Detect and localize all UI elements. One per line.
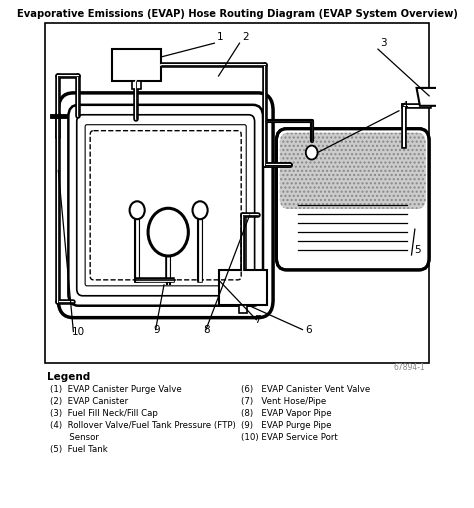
Text: (8)   EVAP Vapor Pipe: (8) EVAP Vapor Pipe <box>241 409 332 418</box>
Circle shape <box>306 146 318 160</box>
Circle shape <box>148 208 188 256</box>
Text: 6: 6 <box>305 325 311 335</box>
Bar <box>239 305 247 313</box>
Text: 5: 5 <box>414 245 420 255</box>
Text: (10) EVAP Service Port: (10) EVAP Service Port <box>241 433 338 442</box>
Circle shape <box>192 201 208 219</box>
Polygon shape <box>417 88 444 106</box>
Text: 2: 2 <box>242 32 249 42</box>
Text: (9)   EVAP Purge Pipe: (9) EVAP Purge Pipe <box>241 421 332 430</box>
Text: (4)  Rollover Valve/Fuel Tank Pressure (FTP): (4) Rollover Valve/Fuel Tank Pressure (F… <box>50 421 236 430</box>
Text: (5)  Fuel Tank: (5) Fuel Tank <box>50 445 108 454</box>
Bar <box>219 270 267 305</box>
Text: Evaporative Emissions (EVAP) Hose Routing Diagram (EVAP System Overview): Evaporative Emissions (EVAP) Hose Routin… <box>17 9 457 19</box>
Text: (6)   EVAP Canister Vent Valve: (6) EVAP Canister Vent Valve <box>241 385 371 394</box>
Text: (3)  Fuel Fill Neck/Fill Cap: (3) Fuel Fill Neck/Fill Cap <box>50 409 158 418</box>
Text: 10: 10 <box>72 327 85 337</box>
Text: 8: 8 <box>203 325 210 335</box>
Text: 1: 1 <box>217 32 223 42</box>
Text: (1)  EVAP Canister Purge Valve: (1) EVAP Canister Purge Valve <box>50 385 182 394</box>
Text: 4: 4 <box>401 101 408 111</box>
Text: 9: 9 <box>153 325 160 335</box>
Text: 3: 3 <box>381 38 387 48</box>
Text: Sensor: Sensor <box>50 433 99 442</box>
Text: 7: 7 <box>254 314 260 325</box>
Text: Legend: Legend <box>46 372 90 383</box>
Circle shape <box>129 201 145 219</box>
Bar <box>45 23 429 363</box>
FancyBboxPatch shape <box>280 133 426 209</box>
Text: 67894-1: 67894-1 <box>393 363 425 372</box>
Bar <box>112 49 161 81</box>
Bar <box>132 81 140 89</box>
Text: (7)   Vent Hose/Pipe: (7) Vent Hose/Pipe <box>241 397 327 406</box>
FancyBboxPatch shape <box>276 129 429 270</box>
Text: (2)  EVAP Canister: (2) EVAP Canister <box>50 397 128 406</box>
